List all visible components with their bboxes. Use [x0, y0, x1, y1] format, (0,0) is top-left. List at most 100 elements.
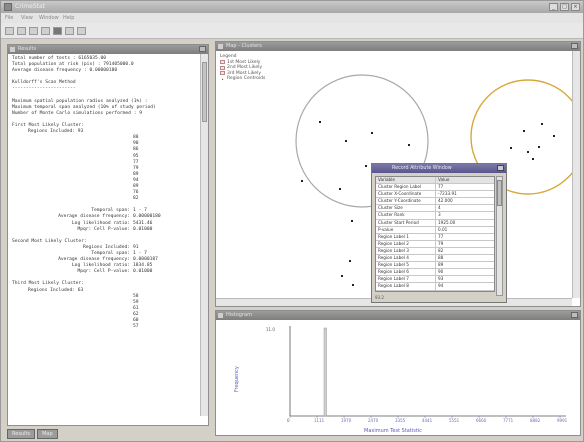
table-row[interactable]: Cluster X-Coordinate -7233.91 — [376, 191, 494, 198]
attribute-name: Region Label 7 — [376, 276, 436, 282]
help-icon[interactable] — [77, 27, 86, 35]
chart-icon — [218, 313, 223, 318]
zoom-icon[interactable] — [65, 27, 74, 35]
attribute-value: 1925.00 — [436, 220, 455, 226]
menu-file[interactable]: File — [5, 15, 13, 21]
attribute-value: 82 — [436, 248, 443, 254]
centroid-point — [352, 284, 354, 286]
map-pane-title: Map - Clusters — [226, 43, 262, 49]
column-header[interactable]: Variable — [376, 177, 436, 183]
menu-help[interactable]: Help — [63, 15, 74, 21]
histogram-pane-titlebar: Histogram — [216, 311, 580, 320]
centroid-point — [523, 130, 525, 132]
window-title: CrimeStat — [15, 3, 45, 10]
attribute-name: Region Label 1 — [376, 234, 436, 240]
attribute-value: -7233.91 — [436, 191, 457, 197]
dialog-close-button[interactable] — [497, 165, 504, 171]
menu-window[interactable]: Window — [39, 15, 59, 21]
map-scrollbar-v[interactable] — [572, 51, 580, 298]
pane-close-button[interactable] — [199, 46, 206, 52]
table-row[interactable]: Cluster Region Label 77 — [376, 184, 494, 191]
attribute-name: Region Label 6 — [376, 269, 436, 275]
attribute-value: 90 — [436, 269, 443, 275]
dialog-footer: 93.2 — [375, 295, 384, 300]
attribute-name: P-value — [376, 227, 436, 233]
centroid-point — [371, 132, 373, 134]
table-row[interactable]: Cluster Size 4 — [376, 205, 494, 212]
y-tick-label: 11.0 — [266, 327, 275, 332]
tab-map[interactable]: Map — [37, 429, 58, 439]
attribute-value: 0.01 — [436, 227, 447, 233]
result-line: 57 — [12, 324, 204, 330]
centroid-point — [319, 121, 321, 123]
histogram-bar — [324, 328, 327, 416]
attribute-value: 94 — [436, 283, 443, 289]
x-tick-label: 3355 — [395, 418, 406, 423]
table-row[interactable]: Region Label 4 88 — [376, 255, 494, 262]
attribute-name: Region Label 8 — [376, 283, 436, 289]
document-icon — [10, 47, 15, 52]
table-row[interactable]: P-value 0.01 — [376, 227, 494, 234]
x-tick-label: 9991 — [557, 418, 568, 423]
open-icon[interactable] — [17, 27, 26, 35]
close-button[interactable]: × — [571, 3, 580, 11]
table-row[interactable]: Cluster Start Period 1925.00 — [376, 220, 494, 227]
centroid-point — [349, 260, 351, 262]
centroid-point — [345, 140, 347, 142]
attribute-name: Cluster Size — [376, 205, 436, 211]
result-value: 0.01000 — [130, 269, 152, 275]
table-row[interactable]: Region Label 5 89 — [376, 262, 494, 269]
table-row[interactable]: Region Label 7 93 — [376, 276, 494, 283]
x-tick-label: 7771 — [503, 418, 514, 423]
table-row[interactable]: Region Label 6 90 — [376, 269, 494, 276]
tab-results[interactable]: Results — [7, 429, 35, 439]
table-row[interactable]: Region Label 3 82 — [376, 248, 494, 255]
legend-swatch — [220, 71, 225, 75]
column-header[interactable]: Value — [436, 177, 450, 183]
map-pane-titlebar: Map - Clusters — [216, 42, 580, 51]
scrollbar-thumb[interactable] — [497, 180, 502, 206]
attribute-name: Cluster Region Label — [376, 184, 436, 190]
table-row[interactable]: Region Label 8 94 — [376, 283, 494, 290]
attribute-value: 79 — [436, 241, 443, 247]
attribute-value: 77 — [436, 234, 443, 240]
x-tick-label: 1970 — [341, 418, 352, 423]
table-row[interactable]: Cluster Rank 3 — [376, 212, 494, 219]
centroid-point — [339, 188, 341, 190]
centroid-point — [351, 220, 353, 222]
minimize-button[interactable]: _ — [549, 3, 558, 11]
legend-item: • Region Centroids — [220, 76, 265, 82]
x-tick-label: 1111 — [314, 418, 325, 423]
attribute-value: 89 — [436, 262, 443, 268]
table-row[interactable]: Region Label 1 77 — [376, 234, 494, 241]
attribute-name: Region Label 3 — [376, 248, 436, 254]
save-icon[interactable] — [29, 27, 38, 35]
run-icon[interactable] — [53, 27, 62, 35]
table-row[interactable]: Cluster Y-Coordinate 42.000 — [376, 198, 494, 205]
menu-bar: File View Window Help — [1, 13, 583, 23]
attribute-value: 4 — [436, 205, 441, 211]
scrollbar-thumb[interactable] — [202, 62, 207, 122]
centroid-point — [538, 146, 540, 148]
new-icon[interactable] — [5, 27, 14, 35]
histogram-chart: 11.0 Frequency 0 1111 1970 2470 3355 4441 5551… — [216, 320, 580, 435]
table-row[interactable]: Region Label 2 79 — [376, 241, 494, 248]
x-tick-label: 6660 — [476, 418, 487, 423]
app-icon — [4, 3, 12, 11]
print-icon[interactable] — [41, 27, 50, 35]
pane-close-button[interactable] — [571, 43, 578, 49]
attribute-value: 88 — [436, 255, 443, 261]
attribute-name: Cluster Y-Coordinate — [376, 198, 436, 204]
window-tabs: Results Map — [7, 429, 58, 439]
results-pane-titlebar: Results — [8, 45, 208, 54]
centroid-point — [527, 151, 529, 153]
dialog-scrollbar[interactable] — [496, 176, 503, 296]
results-scrollbar[interactable] — [200, 54, 208, 416]
centroid-point — [553, 135, 555, 137]
menu-view[interactable]: View — [21, 15, 33, 21]
pane-close-button[interactable] — [571, 312, 578, 318]
x-tick-label: 2470 — [368, 418, 379, 423]
centroid-point — [541, 123, 543, 125]
x-tick-label: 0 — [287, 418, 290, 423]
maximize-button[interactable]: □ — [560, 3, 569, 11]
